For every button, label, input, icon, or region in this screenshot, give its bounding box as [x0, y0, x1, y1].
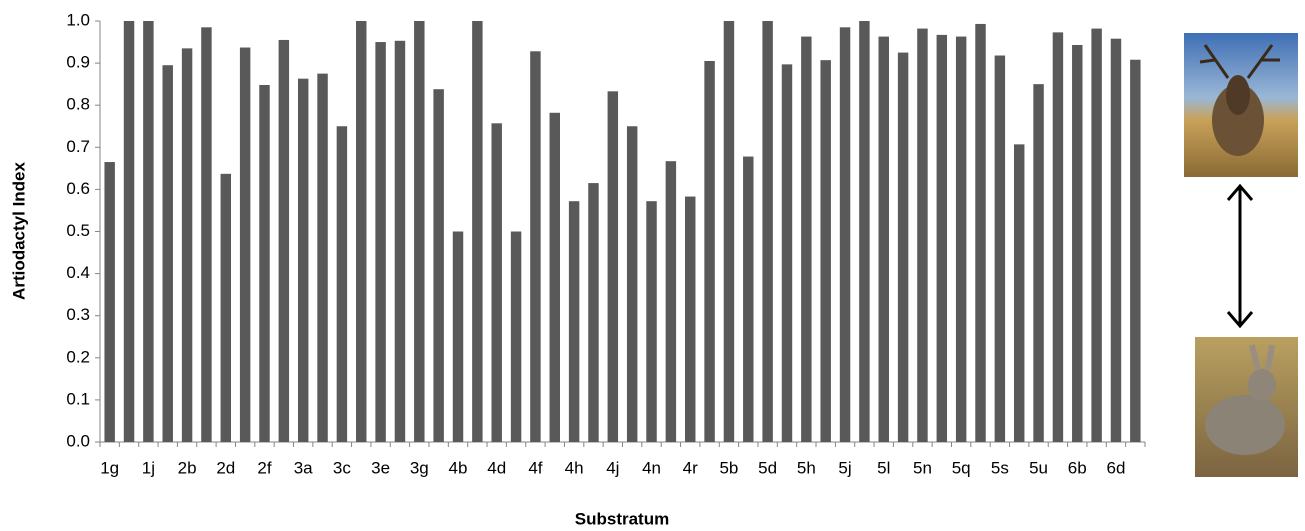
bar: [549, 112, 560, 442]
x-tick-label: 5l: [877, 458, 890, 477]
bar: [665, 161, 677, 442]
bar: [278, 39, 290, 442]
y-tick-label: 1.0: [66, 10, 90, 29]
bar: [723, 21, 735, 442]
bar: [181, 48, 193, 443]
y-tick-label: 0.7: [66, 137, 90, 156]
x-tick-label: 3g: [410, 458, 429, 477]
y-tick-label: 0.4: [66, 263, 90, 282]
bar: [975, 23, 986, 443]
y-tick-label: 0.8: [66, 95, 90, 114]
bar: [704, 60, 715, 443]
x-tick-label: 4r: [683, 458, 698, 477]
bar: [936, 34, 948, 442]
bar: [685, 196, 696, 442]
bar: [356, 21, 367, 442]
bar: [472, 21, 483, 442]
y-tick-label: 0.6: [66, 179, 90, 198]
bar: [568, 201, 580, 442]
bar: [123, 21, 135, 442]
x-tick-label: 5j: [838, 458, 851, 477]
bar: [1033, 84, 1044, 443]
bar: [239, 47, 251, 442]
bar: [820, 60, 831, 442]
bar: [375, 42, 386, 443]
bar: [491, 123, 502, 442]
bar: [394, 40, 406, 443]
y-tick-label: 0.9: [66, 53, 90, 72]
bar: [1072, 44, 1083, 442]
bar: [414, 21, 425, 442]
x-tick-label: 5n: [913, 458, 932, 477]
y-tick-label: 0.2: [66, 347, 90, 366]
bar: [1110, 38, 1122, 442]
bar: [104, 162, 115, 442]
bar: [162, 65, 173, 442]
bar: [607, 91, 619, 442]
x-tick-label: 5b: [719, 458, 738, 477]
bar: [510, 231, 522, 442]
bar: [297, 78, 309, 442]
bar: [1130, 59, 1141, 443]
bar: [994, 55, 1006, 442]
x-tick-label: 3c: [333, 458, 351, 477]
bar: [220, 173, 232, 442]
x-tick-label: 2f: [257, 458, 271, 477]
bar: [743, 156, 754, 442]
bar: [336, 126, 348, 442]
bar: [801, 36, 812, 443]
bar: [955, 36, 967, 443]
x-tick-label: 1j: [142, 458, 155, 477]
bar: [762, 21, 773, 442]
x-tick-label: 3e: [371, 458, 390, 477]
x-tick-label: 2d: [216, 458, 235, 477]
x-tick-label: 4j: [606, 458, 619, 477]
x-tick-label: 1g: [100, 458, 119, 477]
bar: [143, 21, 154, 442]
x-tick-label: 6b: [1068, 458, 1087, 477]
x-tick-label: 6d: [1107, 458, 1126, 477]
y-tick-label: 0.0: [66, 431, 90, 450]
bar: [917, 28, 928, 442]
bar: [1091, 28, 1102, 442]
bar: [259, 84, 270, 442]
y-axis-title: Artiodactyl Index: [9, 161, 28, 299]
bar: [646, 201, 657, 442]
double-arrow: [1226, 183, 1254, 329]
x-tick-label: 4n: [642, 458, 661, 477]
bar: [201, 27, 212, 442]
x-tick-label: 5q: [952, 458, 971, 477]
bar: [433, 89, 444, 443]
x-tick-label: 5d: [758, 458, 777, 477]
x-tick-label: 3a: [294, 458, 313, 477]
bar: [1052, 32, 1064, 442]
bar: [839, 27, 851, 442]
bar: [452, 231, 464, 442]
rabbit-image: [1195, 337, 1298, 477]
bar: [1013, 144, 1025, 442]
bar: [781, 64, 793, 442]
x-tick-label: 2b: [178, 458, 197, 477]
bar: [317, 73, 328, 442]
bar: [878, 36, 889, 443]
deer-image: [1184, 33, 1298, 177]
bar: [530, 51, 541, 442]
x-tick-label: 5h: [797, 458, 816, 477]
bar: [588, 183, 599, 442]
bar: [626, 126, 638, 442]
x-tick-label: 4b: [449, 458, 468, 477]
x-tick-label: 4d: [487, 458, 506, 477]
y-tick-label: 0.1: [66, 389, 90, 408]
x-tick-label: 4h: [565, 458, 584, 477]
x-tick-label: 5u: [1029, 458, 1048, 477]
x-tick-label: 5s: [991, 458, 1009, 477]
x-tick-label: 4f: [528, 458, 542, 477]
bar: [859, 21, 870, 442]
bar: [897, 52, 909, 442]
x-axis-title: Substratum: [575, 509, 669, 528]
y-tick-label: 0.5: [66, 221, 90, 240]
y-tick-label: 0.3: [66, 305, 90, 324]
